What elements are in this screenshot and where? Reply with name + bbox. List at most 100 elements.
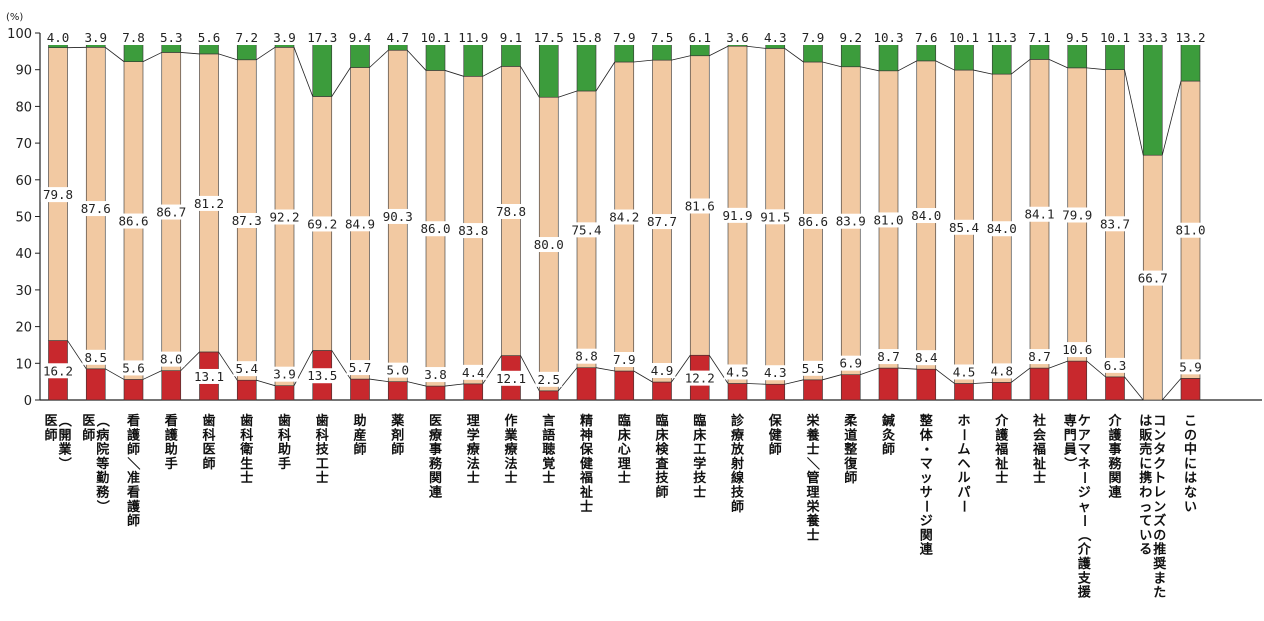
category-label-char: 精 [580, 413, 593, 429]
category-label-char: ジ [920, 514, 933, 529]
category-label-char: 関 [1108, 471, 1121, 486]
category-label-char: 務 [96, 485, 110, 501]
middle-data-label-bg [607, 209, 642, 225]
middle-data-label-bg [116, 213, 151, 229]
category-label-char: 理 [467, 414, 480, 429]
category-label-char: 産 [353, 427, 366, 443]
category-label-char: 歯 [316, 413, 329, 429]
top-data-label-bg [82, 30, 110, 45]
category-label-char: ッ [920, 471, 933, 486]
middle-data-label: 84.1 [1024, 207, 1054, 222]
top-data-label: 13.2 [1175, 30, 1205, 45]
middle-data-label-bg [78, 201, 113, 217]
category-label-char: 介 [994, 413, 1009, 429]
category-label-char: ー [956, 500, 971, 513]
middle-data-label-bg [758, 209, 793, 225]
category-label-char: 師 [202, 456, 215, 472]
middle-data-label: 85.4 [949, 220, 979, 235]
category-label-char: 放 [730, 442, 745, 458]
top-data-label-bg [195, 30, 223, 45]
bar-segment [1180, 378, 1201, 401]
bottom-data-label-bg [493, 370, 529, 386]
category-label-char: 事 [1108, 442, 1121, 458]
bottom-data-label: 16.2 [43, 363, 73, 378]
category-label-char: 等 [95, 456, 109, 472]
connector-line [369, 378, 389, 383]
bottom-data-label: 2.5 [537, 372, 560, 387]
category-label-char: 技 [731, 485, 745, 501]
connector-line [256, 379, 276, 387]
top-data-label-bg [1097, 30, 1133, 45]
connector-line [142, 52, 162, 62]
bottom-data-label-bg [191, 368, 227, 384]
connector-lines [67, 45, 1182, 401]
middle-data-label-bg [40, 187, 76, 203]
middle-data-label-bg [871, 212, 906, 228]
category-label-char: 歯 [202, 413, 215, 429]
category-label-char: ・ [918, 443, 933, 456]
connector-line [558, 90, 578, 98]
connector-line [784, 48, 804, 63]
bottom-data-label: 6.3 [1104, 358, 1127, 373]
category-label-char: な [1184, 486, 1197, 501]
y-tick-label: 50 [15, 211, 32, 226]
connector-line [444, 70, 464, 77]
category-label-char: ン [1153, 500, 1166, 515]
category-label-char: 士 [504, 470, 517, 486]
top-data-label-bg [120, 30, 147, 45]
category-label-char: 福 [994, 442, 1008, 458]
category-label-char: ク [1153, 457, 1166, 472]
bottom-data-label: 5.5 [802, 361, 825, 376]
bottom-data-label: 8.5 [84, 350, 107, 365]
category-label-char: 病 [96, 427, 109, 443]
middle-data-label: 69.2 [307, 216, 337, 231]
bottom-data-label-bg [82, 349, 110, 365]
bottom-data-label-bg [912, 350, 940, 366]
top-data-label-bg [305, 30, 340, 45]
category-label-char: た [1153, 586, 1166, 601]
category-label-char: 科 [202, 427, 215, 443]
category-label-char: 助 [278, 442, 291, 458]
bar-segment [1029, 367, 1050, 401]
top-data-label: 7.6 [915, 30, 938, 45]
top-data-label: 7.9 [802, 30, 825, 45]
category-label-char: 祉 [995, 456, 1008, 472]
top-data-label: 6.1 [688, 30, 711, 45]
category-label-char: 覚 [541, 456, 555, 472]
top-data-label-bg [271, 30, 298, 45]
category-label-char: ー [1076, 471, 1091, 484]
bottom-data-label: 5.0 [386, 363, 409, 378]
category-label-char: サ [920, 486, 933, 501]
bottom-data-label: 5.9 [1179, 359, 1202, 374]
bottom-data-label-bg [271, 366, 298, 382]
category-label-char: 学 [693, 456, 706, 472]
bottom-data-label: 5.4 [235, 361, 258, 376]
top-data-label: 11.3 [987, 30, 1017, 45]
bottom-data-label-bg [1060, 342, 1095, 358]
middle-data-label-bg [342, 216, 378, 232]
category-label-char: 床 [693, 427, 707, 443]
bottom-data-label: 4.5 [726, 364, 749, 379]
top-data-label: 17.3 [307, 30, 337, 45]
bottom-data-label-bg [875, 349, 902, 365]
bottom-data-label-bg [422, 367, 449, 383]
category-label-char: わ [1139, 486, 1152, 501]
bar-segment [803, 379, 823, 401]
middle-data-label: 86.6 [798, 214, 828, 229]
y-tick-label: 60 [15, 174, 32, 189]
connector-line [407, 381, 427, 387]
connector-line [180, 351, 200, 371]
category-label-char: 健 [580, 456, 593, 472]
category-label-char: 薬 [390, 413, 405, 429]
category-label-char: 連 [920, 542, 934, 558]
connector-line [973, 69, 993, 75]
top-data-label-bg [1063, 30, 1091, 45]
connector-line [746, 383, 766, 385]
middle-data-label-bg [229, 212, 264, 228]
category-label-char: ー [918, 500, 933, 513]
bottom-data-label-bg [459, 364, 487, 380]
top-data-label-bg [984, 30, 1019, 45]
category-label-char: ム [957, 443, 970, 458]
bar-segment [538, 390, 559, 401]
connector-line [369, 49, 389, 68]
